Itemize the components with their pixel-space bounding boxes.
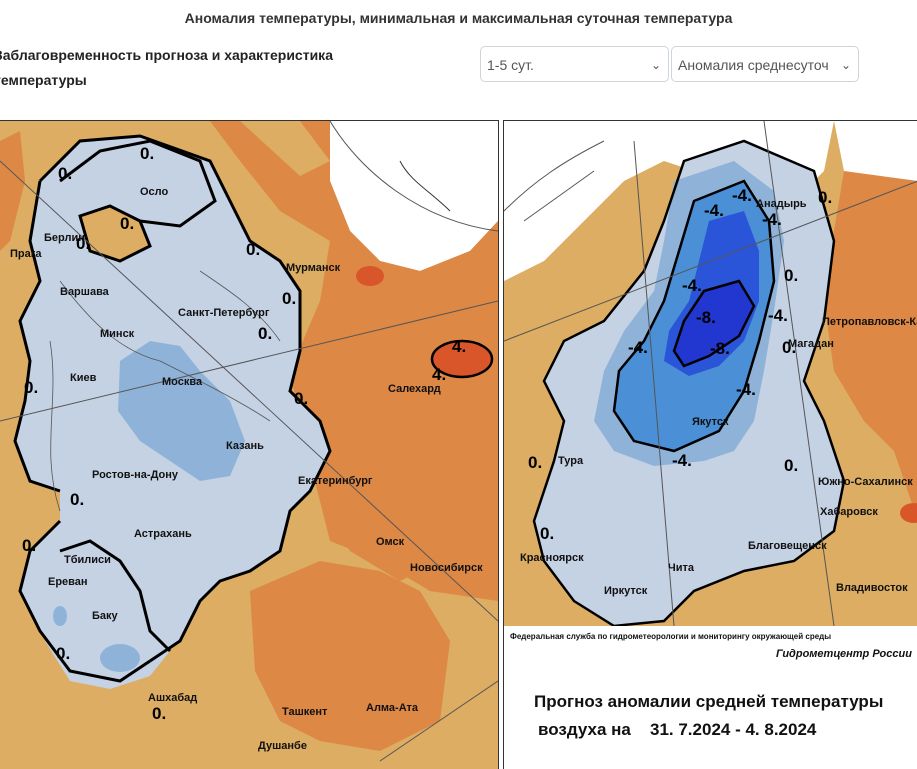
minus8-isoline (672, 279, 756, 368)
arctic-no-data (330, 121, 498, 271)
city-label: Чита (668, 562, 695, 574)
city-label: Киев (70, 372, 97, 384)
caption-line-2: температуры (0, 72, 87, 88)
forecast-dates: 31. 7.2024 - 4. 8.2024 (650, 720, 817, 739)
map-asian-russia[interactable]: 0. 0. 0. 0. 0. 0. -4. -4. -4. -4. -4. -4… (503, 120, 917, 769)
warm-anomaly-region (824, 171, 917, 519)
city-label: Астрахань (134, 528, 192, 540)
characteristic-value: Аномалия среднесуточ (678, 57, 829, 73)
city-label: Новосибирск (410, 562, 483, 574)
zero-isoline (532, 139, 846, 628)
city-label: Красноярск (520, 552, 584, 564)
city-label: Баку (92, 610, 119, 622)
city-label: Осло (140, 186, 169, 198)
minus4-isoline (612, 179, 776, 453)
isoline-label: -4. (704, 201, 724, 220)
isoline-label: 0. (152, 704, 166, 723)
isoline-label: 0. (782, 338, 796, 357)
isoline-label: 0. (282, 289, 296, 308)
isoline-label: 4. (432, 365, 446, 384)
isoline-label: 0. (56, 644, 70, 663)
forecast-settings-caption: Заблаговременность прогноза и характерис… (0, 43, 374, 93)
city-label: Благовещенск (748, 540, 827, 552)
zero-isoline (38, 134, 332, 663)
isoline-label: -4. (732, 186, 752, 205)
chevron-down-icon: ⌄ (650, 58, 661, 72)
city-label: Ашхабад (148, 692, 197, 704)
city-label: Екатеринбург (298, 475, 373, 487)
meridian-grid (504, 180, 917, 342)
caption-line-1: Заблаговременность прогноза и характерис… (0, 47, 333, 63)
isoline-label: -4. (768, 306, 788, 325)
lead-time-select[interactable]: 1-5 сут. ⌄ (480, 46, 669, 82)
city-label: Южно-Сахалинск (818, 476, 913, 488)
cold-deepest-region (674, 281, 754, 366)
warm-deep-spot (356, 266, 384, 286)
isoline-label: 0. (22, 536, 36, 555)
isoline-label: 0. (70, 490, 84, 509)
isoline-label: -8. (696, 308, 716, 327)
city-label: Душанбе (258, 740, 307, 752)
isoline-label: 0. (528, 453, 542, 472)
city-label: Иркутск (604, 585, 648, 597)
isoline-label: 4. (452, 337, 466, 356)
forecast-prefix: воздуха на (538, 720, 631, 739)
city-label: Салехард (388, 383, 441, 395)
isoline-label: -4. (682, 276, 702, 295)
isoline-label: 0. (540, 524, 554, 543)
isoline-label: 0. (140, 144, 154, 163)
page-title: Аномалия температуры, минимальная и макс… (184, 10, 733, 26)
meridian-grid (0, 300, 498, 422)
city-label: Алма-Ата (366, 702, 419, 714)
city-label: Варшава (60, 286, 110, 298)
isoline-label: 0. (784, 456, 798, 475)
anomaly-map-right-svg: 0. 0. 0. 0. 0. 0. -4. -4. -4. -4. -4. -4… (504, 121, 917, 769)
map-footer (504, 626, 917, 769)
anomaly-map-left-svg: 0. 0. 0. 0. 0. 0. 0. 0. 0. 0. 0. 0. 0. 4… (0, 121, 498, 769)
city-label: Анадырь (756, 198, 807, 210)
city-label: Якутск (692, 416, 729, 428)
cold-mid-region (118, 341, 245, 481)
plus4-isoline (430, 339, 494, 379)
agency-name: Федеральная служба по гидрометеорологии … (510, 632, 831, 641)
isoline-label: 0. (58, 164, 72, 183)
forecast-title: Прогноз аномалии средней температуры (534, 692, 883, 711)
isoline-label: -4. (672, 451, 692, 470)
isoline-label: 0. (24, 378, 38, 397)
characteristic-select[interactable]: Аномалия среднесуточ ⌄ (671, 46, 859, 82)
city-label: Петропавловск-Камчатский (822, 316, 917, 328)
city-label: Владивосток (836, 582, 908, 594)
city-label: Казань (226, 440, 264, 452)
isoline-label: -4. (736, 380, 756, 399)
city-label: Тбилиси (64, 554, 111, 566)
isoline-label: 0. (784, 266, 798, 285)
city-label: Санкт-Петербург (178, 307, 270, 319)
city-label: Ереван (48, 576, 88, 588)
city-label: Омск (376, 536, 405, 548)
city-label: Минск (100, 328, 135, 340)
city-label: Москва (162, 376, 203, 388)
city-label: Тура (558, 455, 584, 467)
isoline-label: 0. (120, 214, 134, 233)
isoline-label: -8. (710, 339, 730, 358)
chevron-down-icon: ⌄ (838, 47, 851, 81)
center-name: Гидрометцентр России (776, 648, 912, 660)
city-label: Магадан (788, 338, 834, 350)
city-label: Мурманск (286, 262, 341, 274)
city-label: Хабаровск (820, 506, 878, 518)
isoline-label: 0. (76, 234, 90, 253)
isoline-label: 0. (258, 324, 272, 343)
city-label: Ростов-на-Дону (92, 469, 179, 481)
city-label: Прага (10, 248, 42, 260)
city-label: Ташкент (282, 706, 328, 718)
isoline-label: 0. (818, 188, 832, 207)
city-label: Берлин (44, 232, 85, 244)
lead-time-value: 1-5 сут. (487, 57, 534, 73)
isoline-label: 0. (294, 389, 308, 408)
map-european-russia[interactable]: 0. 0. 0. 0. 0. 0. 0. 0. 0. 0. 0. 0. 0. 4… (0, 120, 499, 769)
isoline-label: -4. (762, 210, 782, 229)
isoline-label: -4. (628, 338, 648, 357)
isoline-label: 0. (246, 240, 260, 259)
